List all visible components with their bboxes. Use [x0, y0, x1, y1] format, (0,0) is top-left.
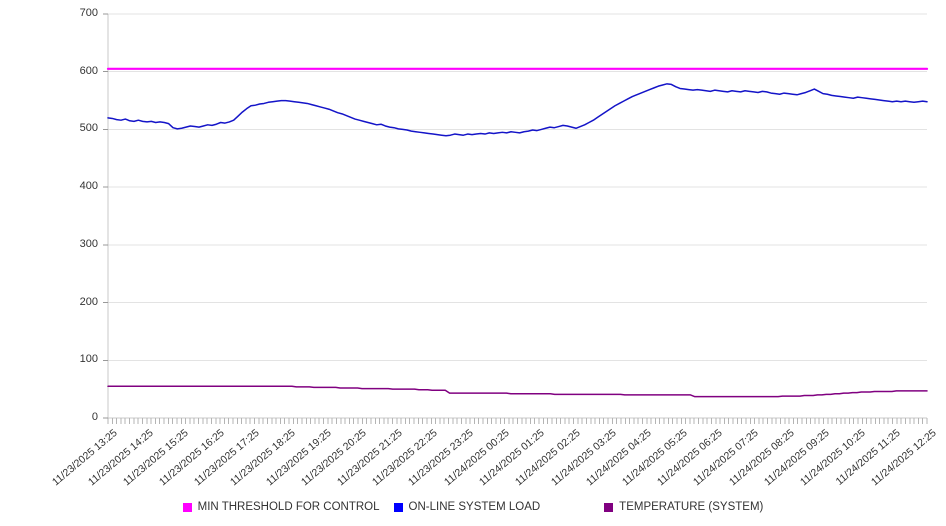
legend-label: ON-LINE SYSTEM LOAD	[408, 501, 541, 513]
legend-item[interactable]: MIN THRESHOLD FOR CONTROL	[182, 501, 380, 513]
y-tick-label: 100	[79, 353, 98, 366]
y-tick-label: 600	[79, 64, 98, 77]
y-tick-label: 700	[79, 7, 98, 19]
legend-label: TEMPERATURE (SYSTEM)	[619, 501, 764, 513]
legend-item[interactable]: TEMPERATURE (SYSTEM)	[604, 501, 763, 513]
legend-label: MIN THRESHOLD FOR CONTROL	[197, 501, 380, 513]
legend-item[interactable]: ON-LINE SYSTEM LOAD	[393, 501, 541, 513]
series-line-1	[107, 83, 928, 137]
y-tick-label: 200	[79, 295, 98, 308]
legend-swatch-icon	[604, 502, 614, 512]
y-tick-label: 400	[79, 180, 98, 193]
legend-swatch-icon	[393, 502, 403, 512]
y-tick-label: 300	[79, 237, 98, 250]
y-tick-label: 0	[91, 411, 98, 423]
chart-legend: MIN THRESHOLD FOR CONTROL ON-LINE SYSTEM …	[0, 496, 946, 518]
legend-swatch-icon	[182, 502, 192, 512]
y-tick-label: 500	[79, 122, 98, 135]
series-line-2	[107, 385, 928, 398]
